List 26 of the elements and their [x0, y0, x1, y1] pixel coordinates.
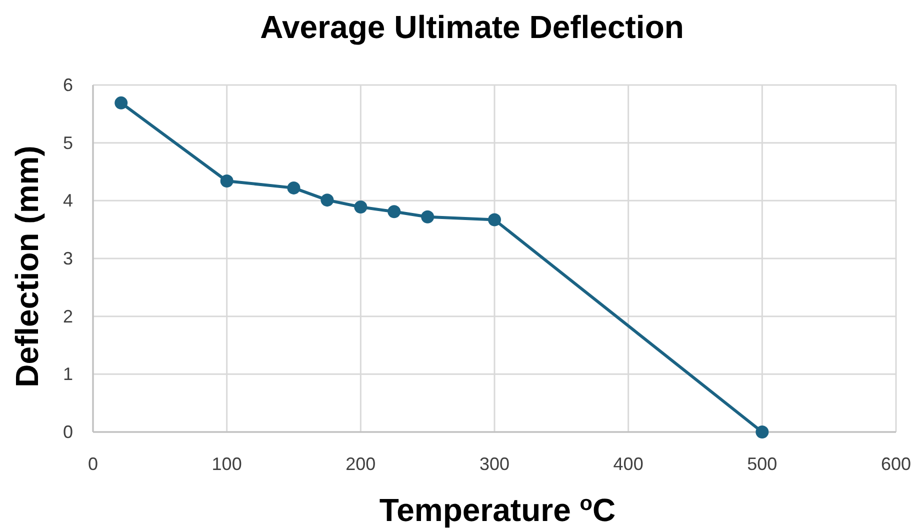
point — [287, 181, 300, 194]
x-tick-label: 100 — [212, 454, 242, 474]
y-axis-title: Deflection (mm) — [9, 146, 45, 388]
point — [220, 174, 234, 188]
y-tick-label: 6 — [62, 75, 73, 95]
x-tick-label: 300 — [479, 454, 510, 474]
x-tick-label: 200 — [346, 454, 376, 474]
y-tick-label: 5 — [62, 132, 73, 153]
x-tick-label: 400 — [613, 454, 644, 474]
point — [756, 426, 769, 438]
x-tick-label: 0 — [88, 454, 98, 474]
point — [488, 213, 501, 226]
x-tick-label: 600 — [880, 454, 912, 474]
y-tick-label: 3 — [62, 248, 73, 268]
y-tick-label: 2 — [62, 306, 73, 326]
y-tick-label: 1 — [62, 364, 73, 384]
y-tick-label: 0 — [62, 422, 73, 442]
point — [354, 200, 368, 214]
x-axis-title: Temperature $^{o}$C — [379, 492, 616, 528]
point — [388, 205, 401, 218]
point — [114, 96, 128, 110]
y-tick-label: 4 — [62, 190, 73, 211]
point — [421, 210, 434, 224]
x-tick-label: 500 — [747, 454, 778, 474]
chart-title: Average Ultimate Deflection — [260, 9, 684, 45]
point — [320, 194, 334, 207]
